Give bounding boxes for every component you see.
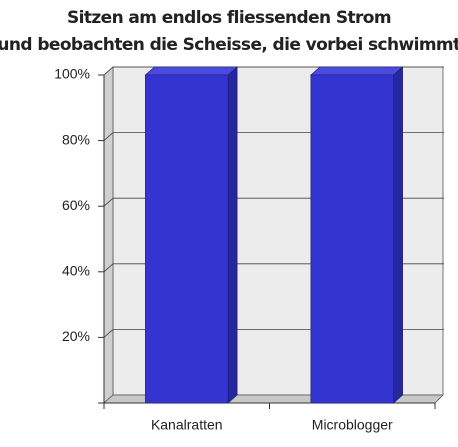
y-tick-label: 80% xyxy=(62,131,90,147)
bar-side xyxy=(227,66,238,404)
y-tick-label: 100% xyxy=(54,66,90,82)
chart-title: Sitzen am endlos fliessenden Strom xyxy=(67,8,391,28)
y-tick-label: 40% xyxy=(62,263,90,279)
y-tick-label: 20% xyxy=(62,328,90,344)
grid-line xyxy=(103,197,114,207)
bar xyxy=(310,66,404,404)
x-tick-label: Microblogger xyxy=(312,417,393,433)
chart-title: und beobachten die Scheisse, die vorbei … xyxy=(0,35,458,55)
grid-line xyxy=(103,263,114,273)
bar-side xyxy=(393,66,403,404)
y-tick-label: 60% xyxy=(62,197,90,213)
bar-top xyxy=(144,66,238,76)
bar-front xyxy=(310,74,394,404)
x-tick-label: Kanalratten xyxy=(151,417,223,433)
bar-front xyxy=(145,74,229,404)
grid-line xyxy=(103,329,114,338)
bar-top xyxy=(310,66,404,76)
side-wall xyxy=(103,66,114,404)
grid-line xyxy=(103,66,114,76)
bar xyxy=(144,66,238,404)
grid-line xyxy=(103,132,114,141)
